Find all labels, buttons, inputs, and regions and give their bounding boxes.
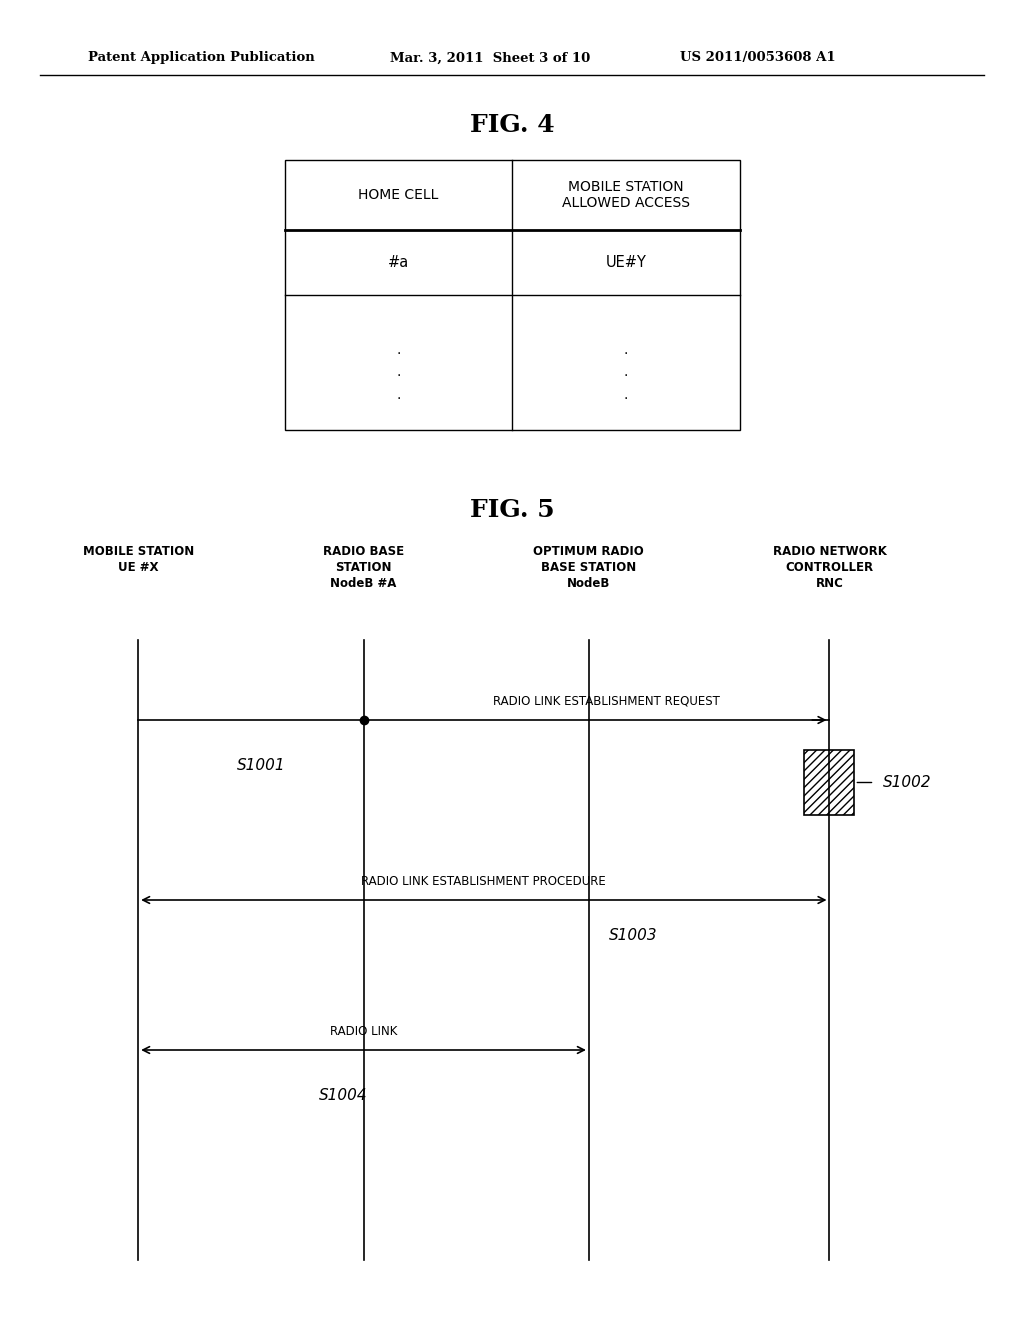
Bar — [805, 750, 854, 814]
Text: RADIO BASE
STATION
NodeB #A: RADIO BASE STATION NodeB #A — [323, 545, 404, 590]
Text: OPTIMUM RADIO
BASE STATION
NodeB: OPTIMUM RADIO BASE STATION NodeB — [534, 545, 644, 590]
Text: FIG. 4: FIG. 4 — [470, 114, 554, 137]
Text: FIG. 5: FIG. 5 — [470, 498, 554, 521]
Text: HOME CELL: HOME CELL — [358, 187, 438, 202]
Bar — [285, 160, 740, 430]
Text: MOBILE STATION
UE #X: MOBILE STATION UE #X — [83, 545, 194, 574]
Text: .
.
.: . . . — [396, 343, 400, 403]
Text: Mar. 3, 2011  Sheet 3 of 10: Mar. 3, 2011 Sheet 3 of 10 — [390, 51, 590, 65]
Text: RADIO LINK ESTABLISHMENT REQUEST: RADIO LINK ESTABLISHMENT REQUEST — [493, 696, 720, 708]
Text: S1001: S1001 — [237, 758, 286, 772]
Text: S1002: S1002 — [883, 775, 931, 789]
Text: RADIO LINK: RADIO LINK — [330, 1026, 397, 1038]
Text: RADIO LINK ESTABLISHMENT PROCEDURE: RADIO LINK ESTABLISHMENT PROCEDURE — [361, 875, 606, 888]
Text: S1003: S1003 — [609, 928, 657, 942]
Text: .
.
.: . . . — [624, 343, 628, 403]
Text: RADIO NETWORK
CONTROLLER
RNC: RADIO NETWORK CONTROLLER RNC — [772, 545, 887, 590]
Text: S1004: S1004 — [319, 1088, 368, 1102]
Text: Patent Application Publication: Patent Application Publication — [88, 51, 314, 65]
Text: UE#Y: UE#Y — [605, 255, 646, 271]
Text: MOBILE STATION
ALLOWED ACCESS: MOBILE STATION ALLOWED ACCESS — [562, 180, 690, 210]
Text: #a: #a — [388, 255, 410, 271]
Text: US 2011/0053608 A1: US 2011/0053608 A1 — [680, 51, 836, 65]
